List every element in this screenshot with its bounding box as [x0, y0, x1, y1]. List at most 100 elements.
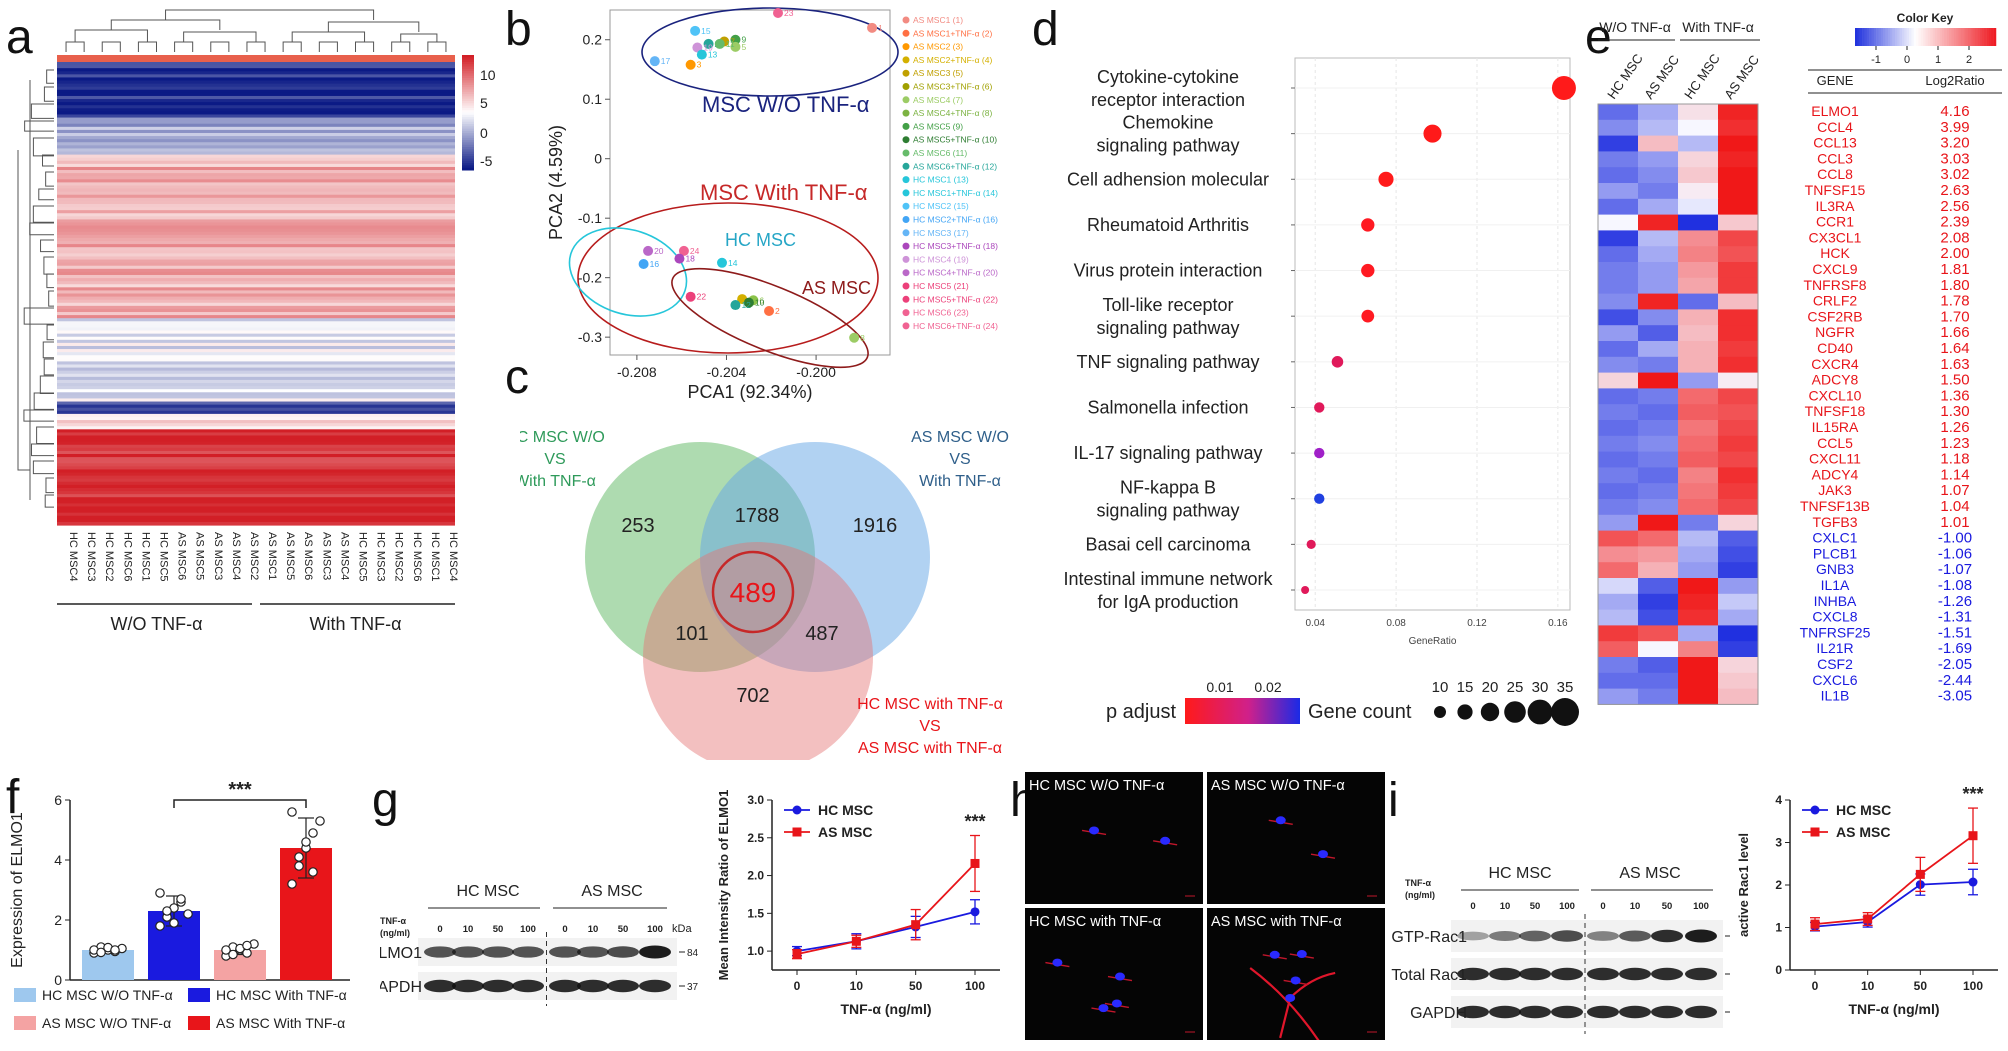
dotplot-frame — [1294, 57, 1571, 611]
legend-swatch — [14, 1016, 36, 1030]
panel-label-e: e — [1585, 11, 1612, 64]
colorbar-step — [462, 80, 474, 84]
heatmap-row — [57, 89, 455, 94]
legend-swatch — [902, 96, 910, 104]
color-key-step — [1939, 28, 1943, 46]
kegg-term-label: Virus protein interaction — [1074, 261, 1263, 281]
pca-point — [714, 38, 725, 49]
x-tick-label: 0.08 — [1386, 618, 1406, 629]
heatmap-cell — [1718, 562, 1759, 579]
data-point — [155, 921, 165, 931]
blot-tnf-label: TNF-α (ng/ml) — [380, 916, 410, 938]
heatmap-cell — [1718, 483, 1759, 500]
legend-label: HC MSC W/O TNF-α — [42, 987, 173, 1003]
heatmap-row — [57, 410, 455, 415]
count-legend-dot — [1551, 698, 1579, 726]
heatmap-row — [57, 315, 455, 319]
pca-point-label: 5 — [741, 42, 746, 52]
heatmap-row — [57, 333, 455, 338]
gene-ratio: 1.07 — [1940, 482, 1969, 499]
color-key-step — [1949, 28, 1952, 46]
color-key-step — [1941, 28, 1945, 46]
color-key-step — [1871, 28, 1875, 46]
heatmap-row — [57, 312, 455, 316]
row-dendro-trunk — [17, 150, 30, 471]
x-tick-label: 50 — [909, 979, 923, 993]
nucleus — [1290, 976, 1301, 985]
blot-band — [482, 979, 514, 993]
nucleus — [1089, 826, 1100, 835]
pca-ellipses — [568, 7, 899, 369]
heatmap-row — [57, 136, 455, 140]
kegg-plot-area: 0.04 0.08 0.12 0.16 GeneRatio Cytokine-cytoki… — [1063, 57, 1576, 647]
panel-label-a: a — [6, 11, 33, 64]
heatmap-row — [57, 352, 455, 356]
pca-point — [730, 34, 741, 45]
column-label: HC MSC — [1681, 51, 1723, 102]
group-label-with: With TNF-α — [309, 614, 401, 634]
gene-name: TNFSF15 — [1805, 182, 1866, 198]
heatmap-row — [57, 92, 455, 97]
gene-name: CCL4 — [1817, 119, 1853, 135]
blot-dose: 0 — [1470, 901, 1475, 912]
dendro-branch — [174, 41, 194, 52]
color-key-step — [1862, 28, 1865, 46]
heatmap-row — [57, 256, 455, 261]
heatmap-row — [57, 244, 455, 248]
y-tick-label: 2.0 — [747, 869, 764, 883]
pca-points: 231159572111191317320241816142246101228 — [638, 7, 883, 343]
heatmap-cell — [1638, 404, 1679, 421]
heatmap-row — [57, 219, 455, 224]
data-point — [110, 945, 120, 955]
heatmap-row — [57, 491, 455, 495]
heatmap-row — [57, 139, 455, 143]
heatmap-cell — [1638, 372, 1679, 389]
legend-label: AS MSC — [818, 824, 872, 840]
heatmap-cell — [1718, 293, 1759, 310]
count-legend-dot — [1457, 704, 1473, 720]
heatmap-cell — [1718, 578, 1759, 595]
significance-label: *** — [1962, 784, 1983, 804]
dendro-branch — [318, 41, 338, 52]
ellipse-wo — [641, 7, 899, 97]
column-label: AS MSC2 — [248, 532, 260, 580]
gene-name: CCL3 — [1817, 150, 1853, 166]
legend-label: HC MSC3 (17) — [913, 228, 969, 238]
gene-name: TNFSF13B — [1800, 498, 1870, 514]
gene-name: CD40 — [1817, 340, 1853, 356]
heatmap-row — [57, 83, 455, 88]
series-marker — [1915, 869, 1925, 879]
heatmap-row — [57, 450, 455, 455]
colorbar-step — [462, 135, 474, 139]
colorbar-tick: -5 — [480, 153, 493, 169]
legend-swatch — [902, 189, 910, 197]
row-dendro-branch — [32, 137, 54, 157]
color-key-step — [1892, 28, 1896, 46]
data-point — [162, 906, 172, 916]
heatmap-cell — [1638, 293, 1679, 310]
blot-row-label: GTP-Rac1 — [1391, 929, 1467, 946]
pca-point-label: 8 — [860, 333, 865, 343]
heatmap-row — [57, 302, 455, 307]
heatmap-row — [57, 126, 455, 131]
y-tick-label: 0 — [54, 972, 62, 988]
heatmap-cell — [1678, 499, 1719, 516]
colorbar-step — [462, 96, 474, 100]
column-label: AS MSC6 — [302, 532, 314, 580]
colorbar-step — [462, 119, 474, 123]
gene-name: CX3CL1 — [1809, 229, 1862, 245]
row-dendro-branch — [48, 290, 54, 307]
heatmap-cell — [1718, 451, 1759, 468]
color-key-tick-label: 1 — [1935, 54, 1941, 66]
color-key-step — [1918, 28, 1922, 46]
dendro-branch — [65, 41, 85, 52]
y-tick-label: 0.2 — [583, 32, 603, 48]
heatmap-cell — [1598, 309, 1639, 326]
x-axis-label: TNF-α (ng/ml) — [1848, 1001, 1939, 1017]
heatmap-cell — [1718, 246, 1759, 263]
heatmap-row — [57, 179, 455, 183]
heatmap-cell — [1678, 672, 1719, 690]
blot-band — [1457, 1005, 1489, 1019]
gene-name: ADCY4 — [1812, 466, 1859, 482]
blot-kda: kDa — [672, 923, 692, 935]
